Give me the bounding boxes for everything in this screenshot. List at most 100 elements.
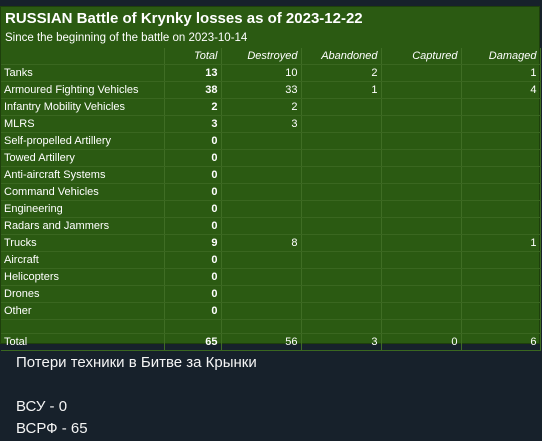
cell-destroyed: 33: [221, 81, 302, 99]
table-row: Self-propelled Artillery 0: [1, 132, 541, 150]
cell-abandoned: [301, 200, 382, 218]
cell-category: Aircraft: [1, 251, 165, 269]
cell-total: 0: [164, 302, 222, 320]
header-abandoned: Abandoned: [301, 48, 382, 65]
cell-category: Engineering: [1, 200, 165, 218]
table-row: Engineering 0: [1, 200, 541, 218]
table-row: MLRS 3 3: [1, 115, 541, 133]
cell-total: 38: [164, 81, 222, 99]
table-row: Tanks 13 10 2 1: [1, 64, 541, 82]
cell-abandoned: [301, 115, 382, 133]
cell-category: Helicopters: [1, 268, 165, 286]
totals-total: 65: [164, 333, 222, 351]
cell-captured: [381, 251, 462, 269]
header-total: Total: [164, 48, 222, 65]
cell-abandoned: [301, 149, 382, 167]
cell-abandoned: [301, 98, 382, 116]
table-row: Towed Artillery 0: [1, 149, 541, 167]
cell-captured: [381, 64, 462, 82]
cell-total: 9: [164, 234, 222, 252]
cell-destroyed: [221, 166, 302, 184]
cell-total: 0: [164, 132, 222, 150]
cell-damaged: [461, 302, 541, 320]
cell-total: 0: [164, 217, 222, 235]
losses-table-image[interactable]: RUSSIAN Battle of Krynky losses as of 20…: [0, 6, 541, 351]
cell-category: Anti-aircraft Systems: [1, 166, 165, 184]
cell-category: Radars and Jammers: [1, 217, 165, 235]
cell-destroyed: 8: [221, 234, 302, 252]
totals-destroyed: 56: [221, 333, 302, 351]
cell-damaged: [461, 98, 541, 116]
table-row: Radars and Jammers 0: [1, 217, 541, 235]
cell-abandoned: [301, 285, 382, 303]
cell-abandoned: [301, 268, 382, 286]
table-row: Trucks 9 8 1: [1, 234, 541, 252]
cell-captured: [381, 166, 462, 184]
cell-category: MLRS: [1, 115, 165, 133]
totals-row: Total 65 56 3 0 6: [1, 333, 541, 351]
cell-total: 0: [164, 183, 222, 201]
cell-total: 0: [164, 166, 222, 184]
cell-damaged: [461, 183, 541, 201]
caption-ukraine-losses: ВСУ - 0: [16, 398, 68, 415]
table-title: RUSSIAN Battle of Krynky losses as of 20…: [5, 10, 363, 27]
cell-total: 0: [164, 285, 222, 303]
cell-destroyed: [221, 132, 302, 150]
cell-destroyed: [221, 268, 302, 286]
cell-abandoned: [301, 217, 382, 235]
cell-total: 13: [164, 64, 222, 82]
cell-destroyed: [221, 149, 302, 167]
cell-destroyed: [221, 302, 302, 320]
cell-abandoned: [301, 183, 382, 201]
table-subtitle: Since the beginning of the battle on 202…: [5, 32, 248, 44]
table-row: Aircraft 0: [1, 251, 541, 269]
header-category: [1, 48, 165, 65]
cell-destroyed: [221, 200, 302, 218]
cell-total: 0: [164, 268, 222, 286]
cell-damaged: [461, 149, 541, 167]
cell-captured: [381, 81, 462, 99]
cell-abandoned: [301, 166, 382, 184]
cell-category: Command Vehicles: [1, 183, 165, 201]
cell-abandoned: [301, 251, 382, 269]
cell-damaged: [461, 217, 541, 235]
cell-destroyed: [221, 285, 302, 303]
totals-label: Total: [1, 333, 165, 351]
totals-damaged: 6: [461, 333, 541, 351]
cell-damaged: [461, 132, 541, 150]
cell-captured: [381, 268, 462, 286]
table-row: Infantry Mobility Vehicles 2 2: [1, 98, 541, 116]
totals-abandoned: 3: [301, 333, 382, 351]
table-row: Drones 0: [1, 285, 541, 303]
cell-abandoned: [301, 132, 382, 150]
totals-captured: 0: [381, 333, 462, 351]
cell-captured: [381, 149, 462, 167]
spacer-row: [1, 319, 541, 334]
cell-abandoned: 2: [301, 64, 382, 82]
cell-category: Drones: [1, 285, 165, 303]
cell-captured: [381, 217, 462, 235]
cell-category: Tanks: [1, 64, 165, 82]
message-caption: Потери техники в Битве за Крынки ВСУ - 0…: [16, 352, 526, 440]
table-row: Anti-aircraft Systems 0: [1, 166, 541, 184]
cell-total: 0: [164, 200, 222, 218]
cell-destroyed: 3: [221, 115, 302, 133]
cell-captured: [381, 234, 462, 252]
cell-damaged: [461, 251, 541, 269]
cell-captured: [381, 200, 462, 218]
cell-captured: [381, 115, 462, 133]
cell-category: Self-propelled Artillery: [1, 132, 165, 150]
cell-category: Infantry Mobility Vehicles: [1, 98, 165, 116]
cell-damaged: [461, 268, 541, 286]
cell-damaged: 4: [461, 81, 541, 99]
cell-captured: [381, 183, 462, 201]
header-row: Total Destroyed Abandoned Captured Damag…: [1, 48, 541, 65]
cell-damaged: [461, 166, 541, 184]
losses-table: Total Destroyed Abandoned Captured Damag…: [1, 48, 541, 351]
cell-destroyed: 10: [221, 64, 302, 82]
cell-damaged: [461, 200, 541, 218]
cell-abandoned: [301, 234, 382, 252]
cell-damaged: 1: [461, 64, 541, 82]
cell-destroyed: [221, 251, 302, 269]
